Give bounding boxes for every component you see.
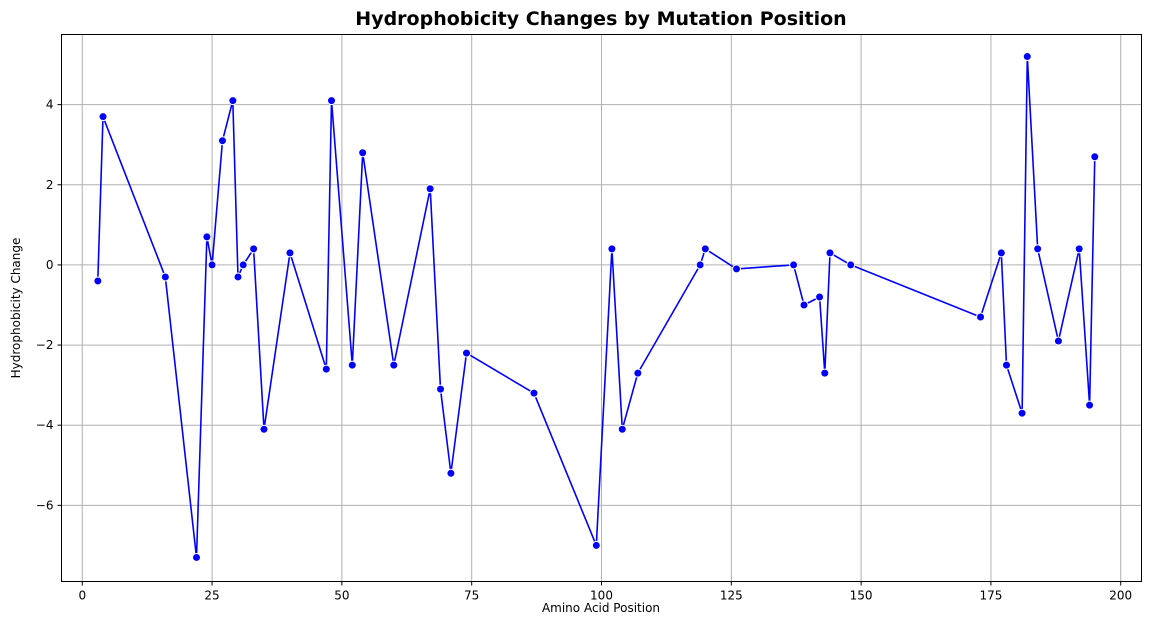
x-tick-label: 25	[204, 589, 219, 603]
data-point	[1033, 244, 1043, 254]
x-tick-label: 200	[1109, 589, 1132, 603]
data-point	[425, 184, 435, 194]
data-point	[233, 272, 243, 282]
data-point	[192, 552, 201, 562]
y-tick-label: 0	[46, 258, 54, 272]
data-point	[1022, 52, 1032, 62]
chart-title: Hydrophobicity Changes by Mutation Posit…	[355, 8, 846, 30]
data-point	[207, 260, 217, 270]
y-tick-label: 4	[46, 98, 54, 112]
data-point	[732, 264, 741, 274]
data-point	[617, 424, 627, 434]
data-point	[529, 388, 539, 398]
data-point	[1074, 244, 1084, 254]
x-tick-label: 150	[850, 589, 873, 603]
data-point	[327, 96, 336, 106]
y-tick-label: −2	[36, 338, 54, 352]
data-point	[695, 260, 705, 270]
data-point	[285, 248, 295, 258]
data-point	[462, 348, 471, 358]
data-point	[202, 232, 212, 242]
x-axis-label: Amino Acid Position	[542, 601, 660, 615]
data-point	[799, 300, 809, 310]
data-point	[996, 248, 1006, 258]
y-tick-label: −6	[36, 498, 54, 512]
y-tick-label: −4	[36, 418, 54, 432]
data-point	[700, 244, 710, 254]
data-point	[820, 368, 830, 378]
x-tick-label: 0	[78, 589, 86, 603]
data-point	[1002, 360, 1011, 370]
data-point	[217, 136, 227, 146]
data-point	[389, 360, 399, 370]
data-point	[446, 468, 456, 478]
data-point	[238, 260, 248, 270]
data-point	[846, 260, 856, 270]
data-point	[93, 276, 103, 286]
data-point	[591, 540, 601, 550]
data-point	[1090, 152, 1100, 162]
x-tick-label: 100	[590, 589, 613, 603]
data-point	[1017, 408, 1027, 418]
data-series	[93, 52, 1100, 562]
y-tick-label: 2	[46, 178, 54, 192]
data-point	[633, 368, 643, 378]
data-point	[789, 260, 799, 270]
data-point	[607, 244, 617, 254]
data-point	[436, 384, 446, 394]
x-tick-label: 50	[334, 589, 349, 603]
data-point	[976, 312, 986, 322]
data-point	[249, 244, 259, 254]
data-point	[815, 292, 825, 302]
data-point	[347, 360, 357, 370]
x-tick-label: 175	[979, 589, 1002, 603]
data-point	[358, 148, 368, 158]
data-point	[259, 424, 269, 434]
plot-frame	[61, 34, 1142, 582]
series-line	[97, 55, 1096, 559]
x-tick-label: 125	[720, 589, 743, 603]
y-axis-label: Hydrophobicity Change	[9, 238, 23, 379]
data-point	[825, 248, 835, 258]
data-point	[98, 112, 108, 122]
grid-lines	[61, 34, 1142, 582]
data-point	[160, 272, 170, 282]
x-tick-label: 75	[464, 589, 479, 603]
data-point	[1085, 400, 1095, 410]
data-point	[1053, 336, 1063, 346]
data-point	[228, 96, 238, 106]
axis-ticks: 0 25 50 75 100 125 150 175 200 −6 −4 −2 0 2 4	[36, 98, 1132, 603]
data-point	[321, 364, 331, 374]
